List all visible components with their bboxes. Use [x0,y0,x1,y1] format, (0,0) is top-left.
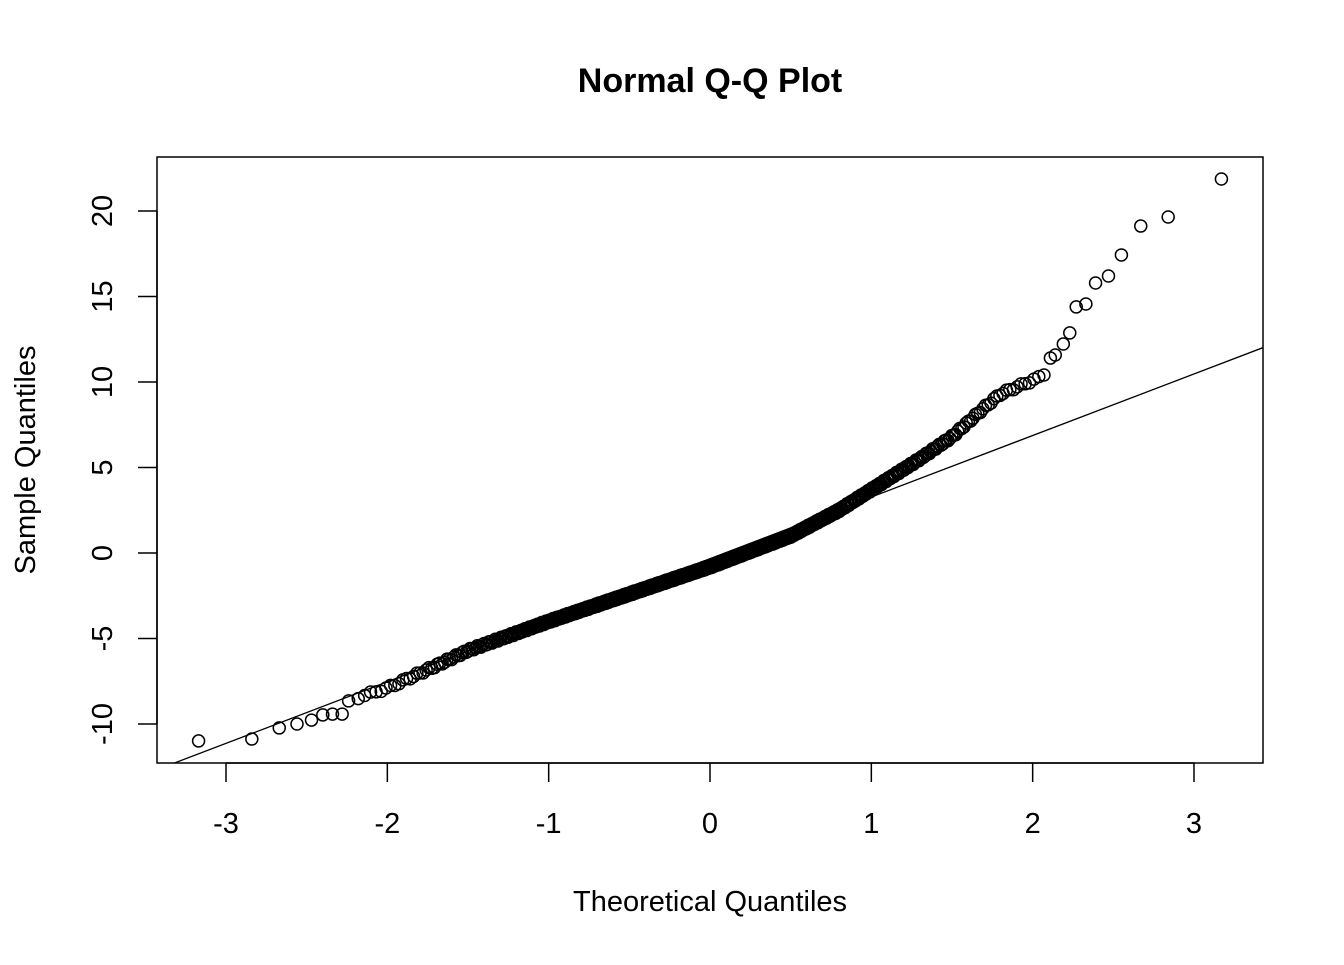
data-point [1101,269,1116,283]
x-tick-label: -2 [374,808,400,840]
data-points [191,172,1229,748]
data-point [316,708,330,722]
data-point [1037,368,1051,382]
y-axis: -10 -5 0 5 10 15 20 [87,195,158,745]
x-axis: -3 -2 -1 0 1 2 3 [213,762,1202,840]
data-point [351,691,365,706]
data-point [1056,337,1071,351]
y-tick-label: 10 [87,366,119,398]
data-point [363,685,378,699]
x-tick-label: -1 [536,808,562,840]
y-tick-label: -5 [87,626,119,652]
y-axis-label: Sample Quantiles [10,346,42,575]
y-tick-label: 0 [87,545,119,561]
data-point [1014,377,1028,391]
plot-frame [156,156,1264,764]
data-point [1063,326,1077,340]
data-point [383,678,398,693]
x-tick-label: 1 [863,808,879,840]
x-tick-label: 0 [702,808,718,840]
data-point [1003,382,1017,397]
y-tick-label: 5 [87,459,119,475]
data-point [1161,210,1175,224]
data-point [341,694,356,708]
data-point [963,414,978,428]
data-point [406,669,421,684]
data-point [245,732,259,746]
data-point [304,713,319,727]
data-point [191,734,206,748]
y-tick-label: 20 [87,195,119,227]
data-point [1134,219,1148,233]
data-point [272,721,286,735]
x-tick-label: 3 [1186,808,1202,840]
data-point [1088,276,1103,290]
x-axis-label: Theoretical Quantiles [573,886,847,918]
data-point [1214,172,1229,186]
x-tick-label: 2 [1025,808,1041,840]
y-tick-label: 15 [87,280,119,312]
data-point [1010,380,1024,394]
data-point [1114,248,1129,262]
data-point [1069,300,1083,314]
data-point [1032,369,1046,384]
data-point [444,652,459,667]
data-point [290,717,304,731]
data-point [335,707,349,721]
y-tick-label: -10 [87,703,119,745]
data-point [1022,376,1037,390]
x-tick-label: -3 [213,808,239,840]
data-point [325,707,340,721]
data-point [1048,348,1062,362]
chart-title: Normal Q-Q Plot [578,62,842,100]
data-point [419,663,433,677]
data-point [1079,297,1093,311]
